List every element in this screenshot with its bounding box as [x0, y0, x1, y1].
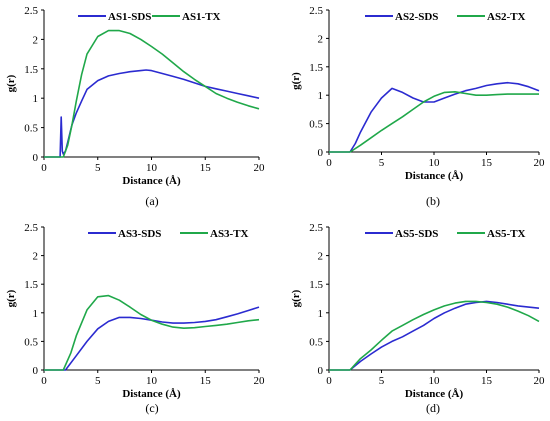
y-tick-label: 2 [33, 251, 39, 263]
y-tick-label: 1.5 [24, 64, 38, 76]
y-tick-label: 0.5 [309, 336, 323, 348]
x-axis-label: Distance (Å) [405, 170, 464, 182]
x-tick-label: 20 [254, 162, 266, 174]
x-tick-label: 10 [429, 157, 441, 169]
legend-label: AS2-TX [487, 11, 526, 23]
panel-2: 0 5 10 15 20 0 0.5 1 1.5 2 2.5 Distance (Å) g(r) AS2-… [290, 5, 545, 208]
legend-label: AS1-SDS [108, 11, 151, 23]
x-tick-label: 5 [95, 162, 101, 174]
y-tick-label: 2 [318, 33, 324, 45]
x-tick-label: 15 [200, 375, 212, 387]
y-tick-label: 0 [318, 147, 324, 159]
y-tick-label: 0.5 [24, 123, 38, 135]
y-tick-label: 2.5 [309, 5, 323, 17]
legend-label: AS1-TX [182, 11, 221, 23]
panel-caption: (d) [426, 401, 440, 415]
x-tick-label: 20 [534, 375, 546, 387]
legend-label: AS5-SDS [395, 228, 438, 240]
panel-caption: (b) [426, 194, 440, 208]
y-tick-label: 2.5 [24, 5, 38, 17]
x-tick-label: 5 [379, 157, 385, 169]
x-tick-label: 0 [326, 375, 332, 387]
x-tick-label: 10 [429, 375, 441, 387]
panel-caption: (c) [145, 401, 158, 415]
y-tick-label: 2.5 [24, 222, 38, 234]
series-line-as2-tx [329, 91, 539, 153]
y-tick-label: 1 [318, 308, 324, 320]
x-axis-label: Distance (Å) [122, 388, 181, 400]
y-tick-label: 1.5 [309, 279, 323, 291]
y-tick-label: 2 [33, 34, 39, 46]
x-tick-label: 5 [379, 375, 385, 387]
panel-1: 0 5 10 15 20 0 0.5 1 1.5 2 2.5 Distance (Å) g(r) AS1-… [5, 5, 265, 208]
y-tick-label: 1.5 [309, 62, 323, 74]
y-tick-label: 0 [33, 365, 39, 377]
y-tick-label: 1 [33, 308, 39, 320]
x-tick-label: 15 [481, 157, 493, 169]
x-axis-label: Distance (Å) [405, 388, 464, 400]
panel-3: 0 5 10 15 20 0 0.5 1 1.5 2 2.5 Distance (Å) g(r) AS3-… [5, 222, 265, 415]
y-axis-label: g(r) [5, 74, 17, 92]
y-tick-label: 1 [318, 90, 324, 102]
legend-label: AS3-TX [210, 228, 249, 240]
y-axis-label: g(r) [290, 289, 302, 307]
legend-label: AS5-TX [487, 228, 526, 240]
y-tick-label: 2 [318, 251, 324, 263]
y-tick-label: 1.5 [24, 279, 38, 291]
y-tick-label: 2.5 [309, 222, 323, 234]
series-line-as1-sds [44, 69, 260, 158]
panel-caption: (a) [145, 194, 158, 208]
legend-label: AS3-SDS [118, 228, 161, 240]
x-axis-label: Distance (Å) [122, 175, 181, 187]
x-tick-label: 5 [95, 375, 101, 387]
legend-label: AS2-SDS [395, 11, 438, 23]
x-tick-label: 20 [534, 157, 546, 169]
y-tick-label: 0.5 [309, 119, 323, 131]
y-axis-label: g(r) [5, 289, 17, 307]
y-axis-label: g(r) [290, 72, 302, 90]
panel-4: 0 5 10 15 20 0 0.5 1 1.5 2 2.5 Distance (Å) g(r) AS5-… [290, 222, 545, 415]
x-tick-label: 15 [481, 375, 493, 387]
x-tick-label: 0 [41, 162, 47, 174]
y-tick-label: 0 [33, 152, 39, 164]
x-tick-label: 0 [326, 157, 332, 169]
x-tick-label: 15 [200, 162, 212, 174]
x-tick-label: 10 [146, 162, 158, 174]
y-tick-label: 0.5 [24, 336, 38, 348]
y-tick-label: 1 [33, 93, 39, 105]
series-line-as2-sds [329, 81, 540, 153]
x-tick-label: 0 [41, 375, 47, 387]
series-line-as1-tx [44, 29, 260, 158]
x-tick-label: 10 [146, 375, 158, 387]
series-line-as3-sds [44, 306, 260, 371]
series-line-as5-tx [329, 300, 540, 371]
series-line-as3-tx [44, 294, 260, 371]
x-tick-label: 20 [254, 375, 266, 387]
y-tick-label: 0 [318, 365, 324, 377]
series-line-as5-sds [329, 300, 540, 371]
